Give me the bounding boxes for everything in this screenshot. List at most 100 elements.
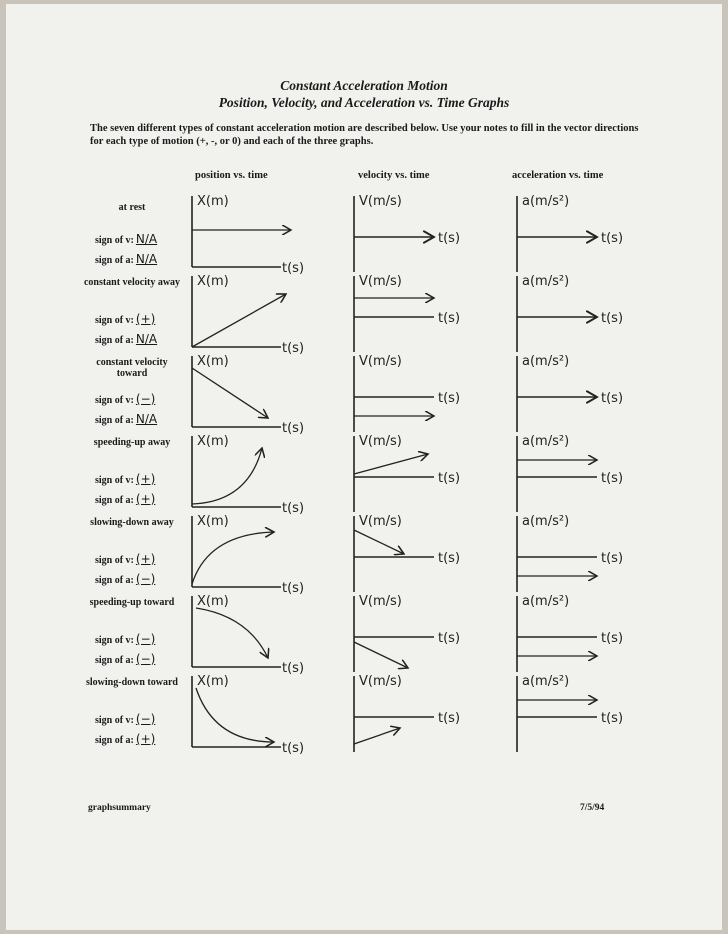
title-line-1: Constant Acceleration Motion	[280, 78, 448, 93]
sign-a-value[interactable]: (−)	[135, 652, 156, 666]
acceleration-vs-time-graph: a(m/s²) t(s)	[516, 354, 623, 432]
acceleration-vs-time-graph: a(m/s²) t(s)	[516, 274, 623, 352]
sign-v-label: sign of v:	[95, 635, 134, 646]
position-curve	[191, 532, 274, 585]
sign-v-label: sign of v:	[95, 315, 134, 326]
y-axis-label: a(m/s²)	[522, 274, 569, 289]
time-axis-label: t(s)	[282, 261, 304, 276]
y-axis-label: X(m)	[197, 674, 229, 689]
motion-type: slowing-down toward	[86, 677, 178, 688]
velocity-vs-time-graph: V(m/s) t(s)	[353, 274, 460, 352]
sign-v-value[interactable]: (−)	[135, 392, 156, 406]
position-vs-time-graph: X(m) t(s)	[191, 514, 304, 596]
time-axis-label: t(s)	[601, 711, 623, 726]
velocity-vs-time-graph: V(m/s) t(s)	[353, 194, 460, 272]
sign-a-label: sign of a:	[95, 575, 134, 586]
sign-of-v: sign of v: (+)	[95, 552, 155, 566]
time-axis-label: t(s)	[438, 711, 460, 726]
y-axis-label: X(m)	[197, 274, 229, 289]
sign-of-a: sign of a: N/A	[95, 332, 157, 346]
column-head-acceleration: acceleration vs. time	[512, 170, 604, 181]
motion-type: speeding-up away	[93, 437, 171, 448]
y-axis-label: V(m/s)	[359, 674, 402, 689]
y-axis-label: V(m/s)	[359, 594, 402, 609]
sign-v-value[interactable]: (−)	[135, 632, 156, 646]
sign-a-value[interactable]: N/A	[135, 412, 158, 426]
column-head-position: position vs. time	[195, 170, 268, 181]
position-curve	[191, 294, 286, 348]
sign-a-value[interactable]: (+)	[135, 732, 156, 746]
motion-row: speeding-up toward sign of v: (−) sign of…	[0, 592, 728, 676]
y-axis-label: X(m)	[197, 434, 229, 449]
sign-of-v: sign of v: (−)	[95, 632, 155, 646]
sign-of-v: sign of v: (+)	[95, 472, 155, 486]
sign-of-v: sign of v: (+)	[95, 312, 155, 326]
time-axis-label: t(s)	[438, 231, 460, 246]
position-vs-time-graph: X(m) t(s)	[191, 354, 304, 436]
time-axis-label: t(s)	[601, 311, 623, 326]
velocity-curve	[353, 454, 428, 475]
sign-v-value[interactable]: (+)	[135, 472, 156, 486]
y-axis-label: a(m/s²)	[522, 514, 569, 529]
y-axis-label: a(m/s²)	[522, 594, 569, 609]
time-axis-label: t(s)	[282, 661, 304, 676]
position-vs-time-graph: X(m) t(s)	[191, 434, 304, 516]
worksheet-page	[6, 4, 722, 930]
velocity-vs-time-graph: V(m/s) t(s)	[353, 514, 460, 592]
sign-v-label: sign of v:	[95, 395, 134, 406]
sign-v-value[interactable]: (+)	[135, 312, 156, 326]
y-axis-label: V(m/s)	[359, 274, 402, 289]
sign-of-a: sign of a: (−)	[95, 572, 155, 586]
time-axis-label: t(s)	[282, 501, 304, 516]
position-curve	[191, 367, 268, 418]
time-axis-label: t(s)	[282, 341, 304, 356]
time-axis-label: t(s)	[601, 631, 623, 646]
time-axis-label: t(s)	[282, 741, 304, 756]
acceleration-vs-time-graph: a(m/s²) t(s)	[516, 434, 623, 512]
motion-row: slowing-down toward sign of v: (−) sign o…	[0, 672, 728, 756]
y-axis-label: V(m/s)	[359, 354, 402, 369]
motion-row: slowing-down away sign of v: (+) sign of …	[0, 512, 728, 596]
sign-a-value[interactable]: (−)	[135, 572, 156, 586]
sign-a-value[interactable]: N/A	[135, 252, 158, 266]
sign-of-a: sign of a: N/A	[95, 412, 157, 426]
sign-v-value[interactable]: N/A	[135, 232, 158, 246]
sign-of-a: sign of a: (+)	[95, 492, 155, 506]
y-axis-label: X(m)	[197, 194, 229, 209]
sign-a-label: sign of a:	[95, 655, 134, 666]
motion-type: constant velocity away	[83, 277, 181, 288]
footer-date: 7/5/94	[580, 803, 605, 813]
sign-a-label: sign of a:	[95, 735, 134, 746]
velocity-curve	[353, 641, 408, 668]
position-curve	[195, 687, 274, 742]
sign-v-label: sign of v:	[95, 475, 134, 486]
sign-of-a: sign of a: (−)	[95, 652, 155, 666]
velocity-vs-time-graph: V(m/s) t(s)	[353, 594, 460, 672]
sign-v-value[interactable]: (+)	[135, 552, 156, 566]
acceleration-vs-time-graph: a(m/s²) t(s)	[516, 674, 623, 752]
footer-filename: graphsummary	[88, 803, 151, 813]
sign-a-value[interactable]: (+)	[135, 492, 156, 506]
y-axis-label: a(m/s²)	[522, 434, 569, 449]
motion-type: speeding-up toward	[89, 597, 175, 608]
acceleration-vs-time-graph: a(m/s²) t(s)	[516, 594, 623, 672]
sign-of-v: sign of v: (−)	[95, 712, 155, 726]
sign-of-v: sign of v: N/A	[95, 232, 157, 246]
y-axis-label: X(m)	[197, 514, 229, 529]
y-axis-label: a(m/s²)	[522, 354, 569, 369]
position-curve	[195, 607, 268, 658]
time-axis-label: t(s)	[282, 581, 304, 596]
y-axis-label: a(m/s²)	[522, 194, 569, 209]
time-axis-label: t(s)	[438, 391, 460, 406]
sign-a-label: sign of a:	[95, 255, 134, 266]
motion-type: at rest	[118, 202, 146, 213]
sign-v-value[interactable]: (−)	[135, 712, 156, 726]
sign-of-a: sign of a: N/A	[95, 252, 157, 266]
sign-a-label: sign of a:	[95, 335, 134, 346]
time-axis-label: t(s)	[601, 471, 623, 486]
position-curve	[191, 448, 262, 505]
time-axis-label: t(s)	[438, 551, 460, 566]
sign-a-value[interactable]: N/A	[135, 332, 158, 346]
position-vs-time-graph: X(m) t(s)	[191, 194, 304, 276]
acceleration-vs-time-graph: a(m/s²) t(s)	[516, 194, 623, 272]
